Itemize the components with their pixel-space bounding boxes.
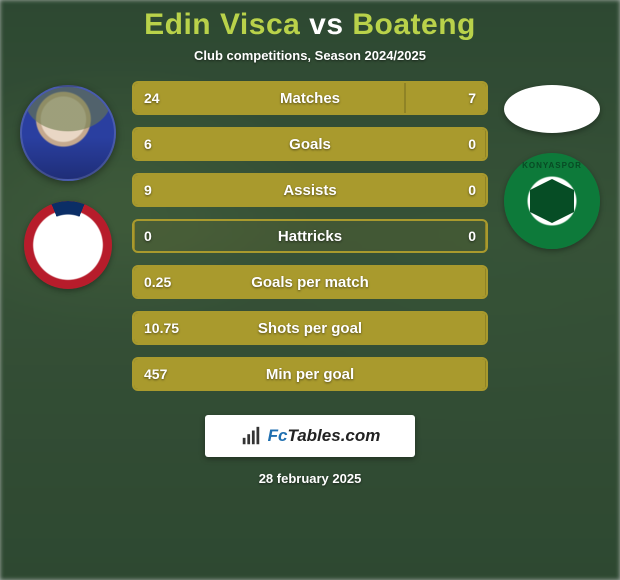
page-title: Edin Visca vs Boateng bbox=[0, 8, 620, 42]
stat-row: 457Min per goal bbox=[132, 357, 488, 391]
stat-label: Shots per goal bbox=[134, 320, 486, 337]
player2-flag bbox=[504, 85, 600, 133]
title-vs: vs bbox=[309, 8, 343, 41]
stat-row: 0.25Goals per match bbox=[132, 265, 488, 299]
avatar-icon bbox=[20, 85, 116, 181]
stat-row: 00Hattricks bbox=[132, 219, 488, 253]
chart-icon bbox=[240, 425, 262, 447]
stat-row: 60Goals bbox=[132, 127, 488, 161]
stat-label: Hattricks bbox=[134, 228, 486, 245]
title-player1: Edin Visca bbox=[144, 8, 300, 41]
stat-label: Goals bbox=[134, 136, 486, 153]
content: Edin Visca vs Boateng Club competitions,… bbox=[0, 0, 620, 580]
stat-label: Matches bbox=[134, 90, 486, 107]
flag-icon bbox=[504, 85, 600, 133]
player2-club-badge: KONYASPOR bbox=[504, 153, 600, 249]
brand-badge: FcTables.com bbox=[205, 415, 415, 457]
stat-label: Goals per match bbox=[134, 274, 486, 291]
player1-avatar bbox=[20, 85, 116, 181]
stat-row: 247Matches bbox=[132, 81, 488, 115]
club-label: KONYASPOR bbox=[522, 161, 582, 170]
brand-prefix: Fc bbox=[268, 426, 288, 445]
stats-bars: 247Matches 60Goals 90Assists 00Hattricks 0.2… bbox=[128, 81, 492, 391]
title-player2: Boateng bbox=[352, 8, 476, 41]
brand-suffix: Tables.com bbox=[287, 426, 380, 445]
subtitle: Club competitions, Season 2024/2025 bbox=[0, 48, 620, 63]
stat-label: Min per goal bbox=[134, 366, 486, 383]
stat-row: 10.75Shots per goal bbox=[132, 311, 488, 345]
left-side bbox=[8, 81, 128, 289]
club-badge-icon bbox=[24, 201, 112, 289]
club-badge-icon: KONYASPOR bbox=[504, 153, 600, 249]
stat-label: Assists bbox=[134, 182, 486, 199]
right-side: KONYASPOR bbox=[492, 81, 612, 249]
player1-club-badge bbox=[24, 201, 112, 289]
date: 28 february 2025 bbox=[0, 471, 620, 486]
comparison-layout: 247Matches 60Goals 90Assists 00Hattricks 0.2… bbox=[0, 81, 620, 391]
stat-row: 90Assists bbox=[132, 173, 488, 207]
